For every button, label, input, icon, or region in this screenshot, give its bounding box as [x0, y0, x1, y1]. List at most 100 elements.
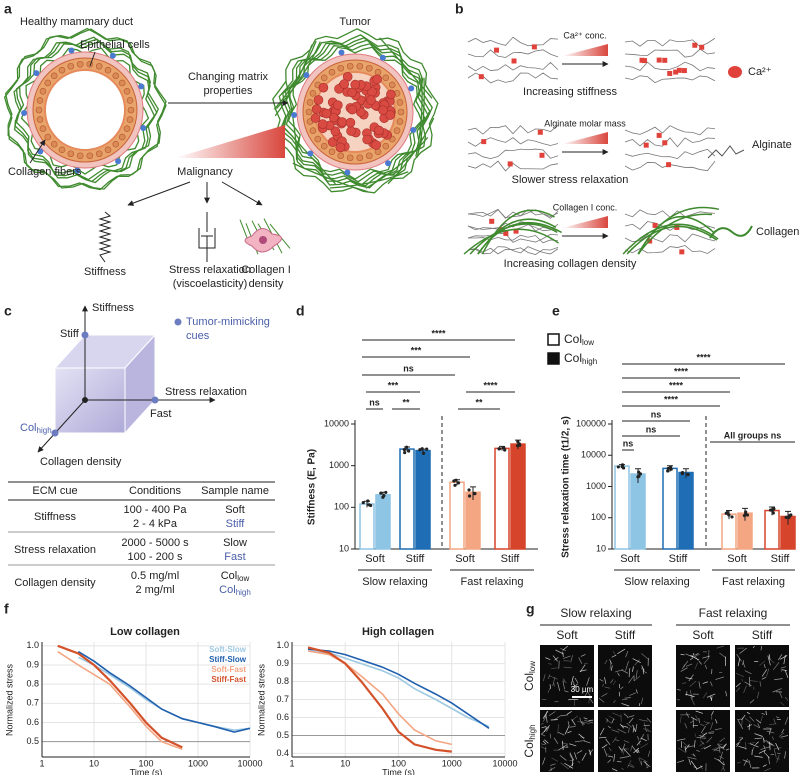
fiber: [699, 765, 703, 770]
fiber: [781, 666, 787, 669]
y-tick-label: 10000: [324, 418, 349, 428]
fiber: [645, 761, 648, 769]
epithelial-cell: [95, 62, 103, 70]
fiber: [627, 715, 635, 718]
data-point: [517, 442, 521, 446]
calcium-crosslink: [513, 228, 519, 234]
fiber: [706, 736, 713, 744]
data-point: [503, 448, 507, 452]
data-point: [379, 491, 383, 495]
fiber: [698, 681, 701, 689]
fiber: [561, 714, 568, 717]
table-cell: 100 - 400 Pa: [124, 504, 188, 516]
fiber: [744, 681, 752, 687]
epithelial-cell: [123, 125, 131, 133]
fiber: [690, 655, 700, 661]
fiber: [633, 747, 640, 754]
collagen-fiber: [416, 77, 425, 158]
significance-label: ****: [669, 380, 684, 390]
y-tick-label: 10: [596, 543, 606, 553]
fiber: [752, 746, 755, 751]
fiber: [553, 682, 555, 687]
fiber: [611, 768, 618, 772]
legend-label: Soft-Fast: [211, 665, 246, 674]
collagen-fiber: [3, 27, 167, 190]
legend-label: Stiff-Slow: [209, 655, 247, 664]
fiber: [739, 647, 747, 654]
fiber: [621, 703, 630, 707]
fiber: [736, 653, 742, 662]
fiber: [571, 719, 576, 726]
fiber: [613, 700, 616, 704]
x-tick-label: 1000: [188, 758, 208, 768]
significance-label: ***: [388, 380, 399, 390]
tumor-cell: [346, 126, 356, 136]
fiber: [609, 659, 613, 665]
fiber: [736, 742, 740, 747]
calcium-crosslink: [489, 218, 495, 224]
fiber: [775, 716, 780, 719]
label: (viscoelasticity): [173, 278, 248, 290]
calcium-crosslink: [511, 58, 517, 64]
fiber: [628, 727, 630, 733]
alginate-chain: [624, 125, 716, 136]
alginate-chain: [467, 160, 559, 172]
bar: [764, 509, 780, 550]
gradient-wedge: [562, 216, 608, 228]
fiber: [555, 649, 564, 655]
epithelial-cell: [104, 66, 112, 74]
legend-label: Colhigh: [564, 351, 597, 366]
epithelial-cell: [337, 152, 345, 160]
tumor-cell: [386, 89, 396, 100]
tumor-cell: [330, 126, 341, 137]
fiber: [771, 736, 775, 740]
collagen-fiber: [469, 223, 558, 255]
fiber: [700, 740, 705, 745]
data-point: [636, 475, 640, 479]
tumor-cell: [378, 105, 388, 116]
x-tick-label: Stiff: [771, 553, 791, 565]
fiber: [621, 743, 626, 753]
data-point: [784, 515, 788, 519]
data-point: [366, 499, 370, 503]
fiber: [542, 757, 546, 765]
fiber: [735, 687, 741, 692]
table-cell: Soft: [225, 504, 245, 516]
fiber: [778, 736, 784, 739]
fiber: [641, 665, 645, 671]
column-label: Soft: [692, 628, 714, 642]
fiber: [690, 753, 696, 757]
calcium-icon: [728, 66, 742, 78]
alginate-chain: [467, 61, 559, 72]
fiber: [741, 678, 744, 682]
gradient-wedge: [562, 44, 608, 56]
fiber: [690, 760, 698, 769]
data-point: [407, 449, 411, 453]
fiber: [743, 685, 747, 693]
fiber: [643, 727, 650, 732]
x-tick-label: 1000: [442, 758, 462, 768]
fiber: [742, 661, 746, 668]
fiber: [637, 749, 640, 753]
fiber: [676, 760, 685, 763]
fiber: [543, 674, 546, 682]
fiber: [687, 756, 697, 760]
fiber: [688, 758, 692, 765]
collagen-fiber: [365, 137, 429, 189]
label: Malignancy: [177, 166, 233, 178]
fiber: [767, 655, 771, 666]
tumor-cell: [362, 134, 372, 145]
epithelial-cell: [309, 127, 317, 135]
epithelial-cell: [314, 135, 322, 143]
epithelial-cell: [396, 99, 404, 106]
legend-swatch: [547, 352, 560, 365]
fiber: [699, 742, 704, 747]
calcium-crosslink: [507, 161, 513, 167]
bar: [614, 465, 630, 550]
fiber: [749, 743, 759, 748]
y-tick-label: 0.8: [26, 679, 39, 689]
calcium-crosslink: [673, 69, 679, 75]
fiber: [599, 736, 607, 739]
cue-label: Stiff: [60, 328, 80, 340]
fiber: [583, 717, 588, 720]
